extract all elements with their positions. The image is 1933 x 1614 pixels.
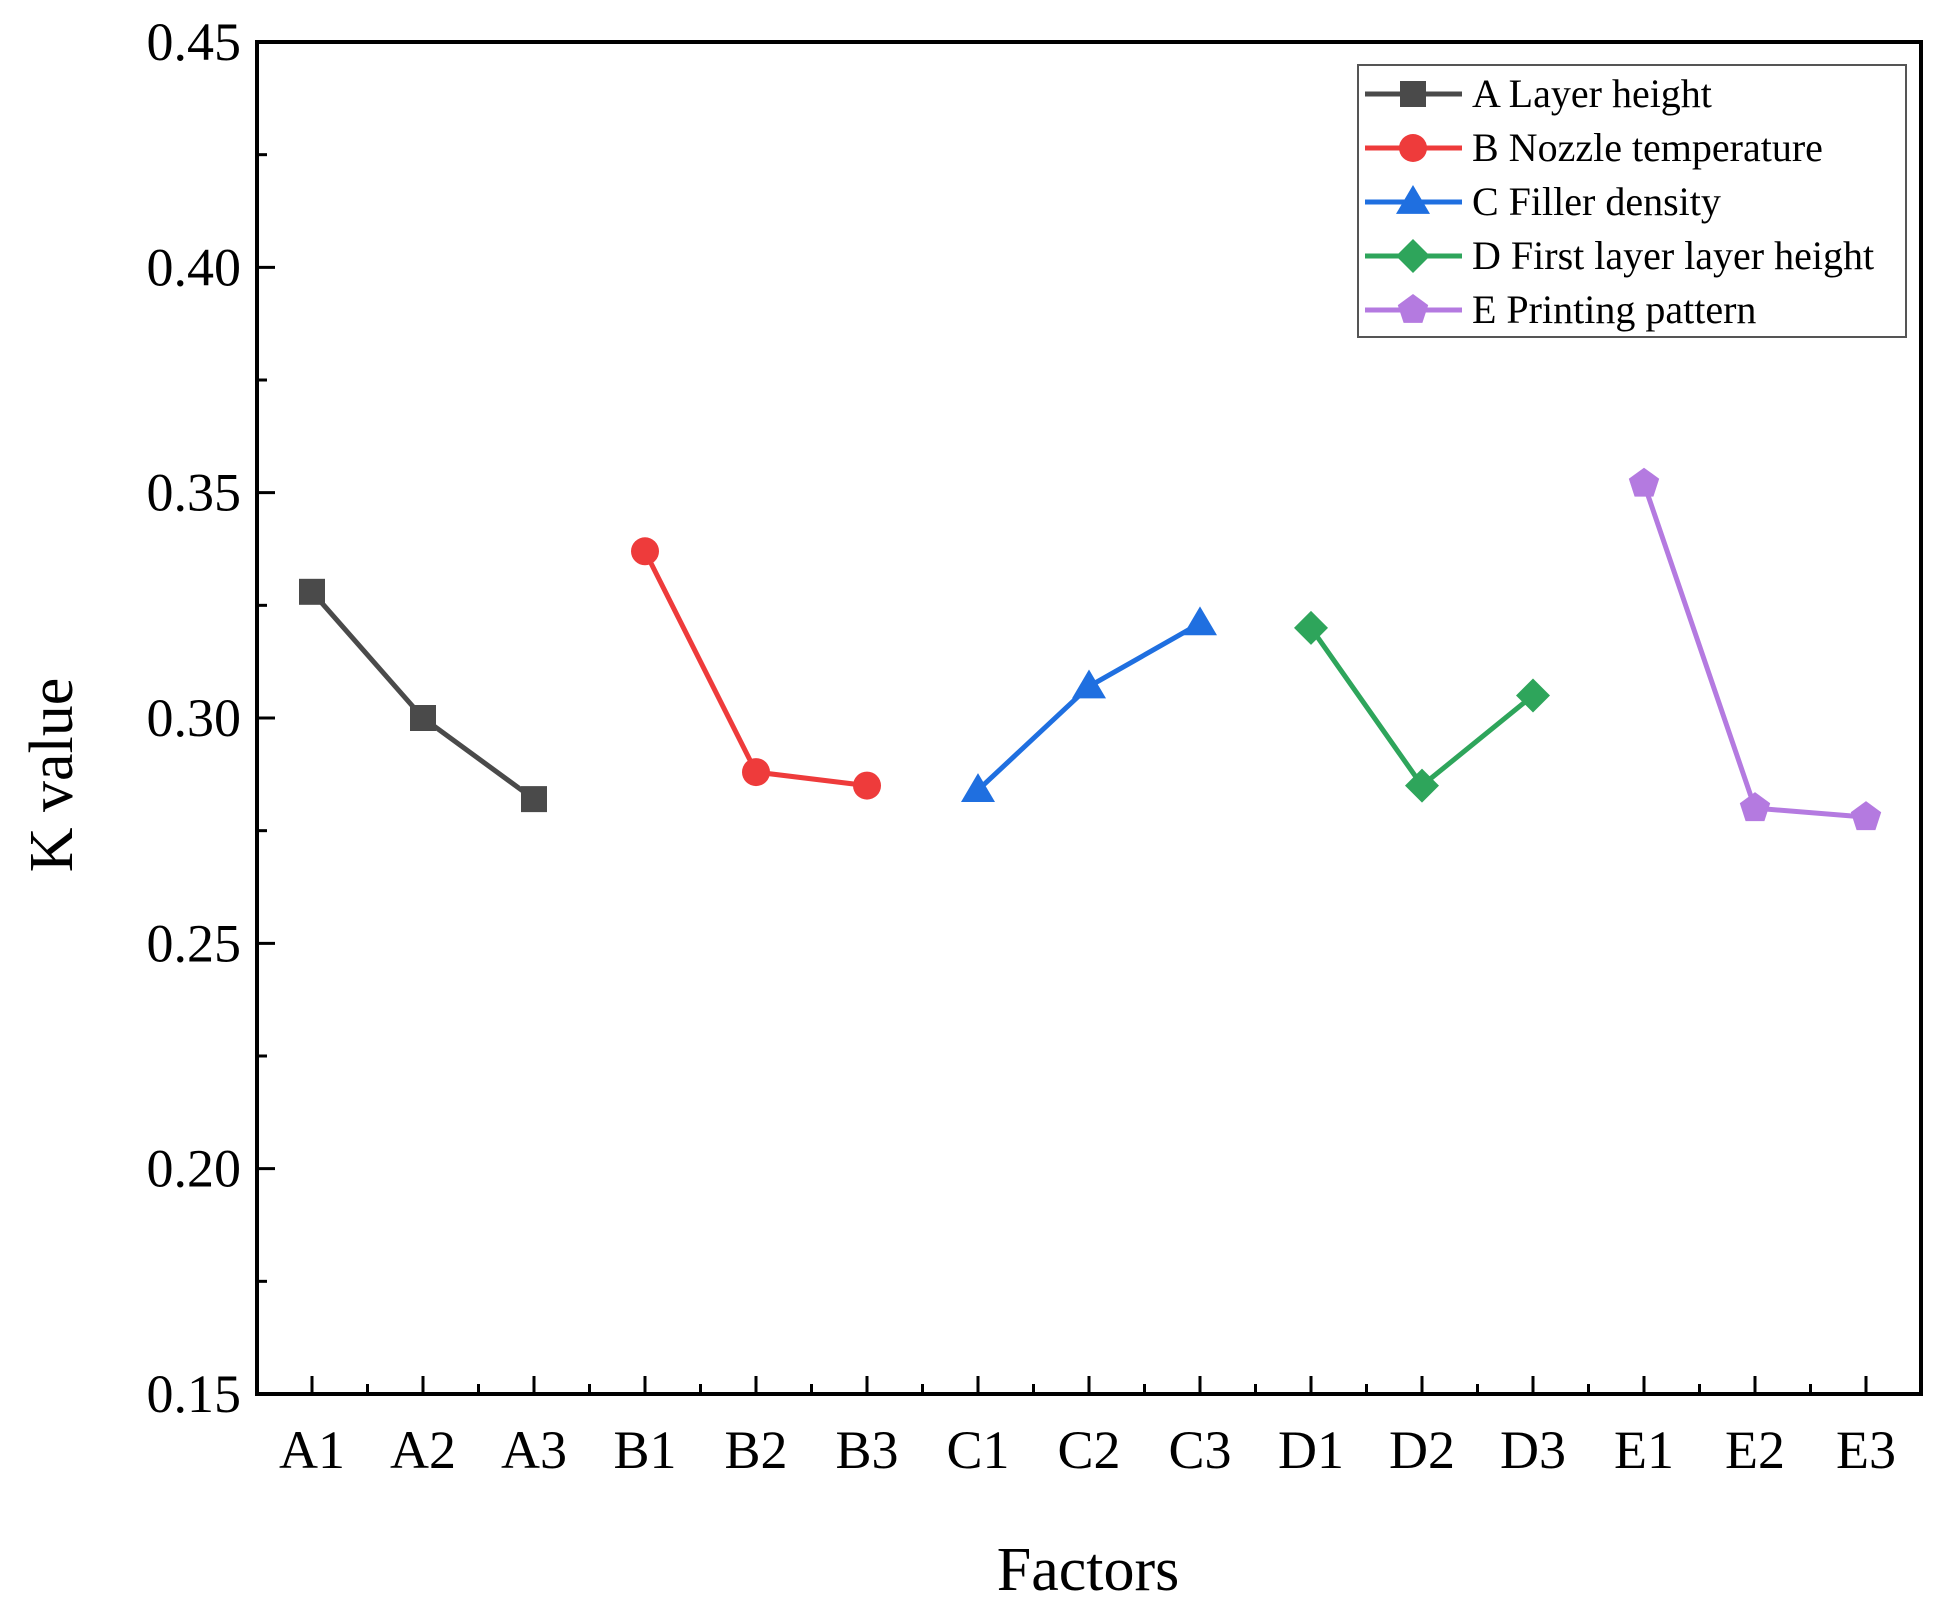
data-point-E1	[1628, 467, 1660, 497]
data-point-E3	[1850, 801, 1882, 831]
x-tick-label: E2	[1725, 1420, 1785, 1480]
x-tick-label: E1	[1614, 1420, 1674, 1480]
x-tick-label: B3	[835, 1420, 898, 1480]
legend-item: C Filler density	[1365, 179, 1721, 224]
data-point-B3	[853, 771, 881, 800]
series-diamond	[1294, 610, 1550, 803]
tick-marks	[257, 40, 1868, 1396]
legend-item: A Layer height	[1365, 71, 1712, 116]
data-point-D3	[1516, 678, 1550, 713]
x-axis-title: Factors	[997, 1536, 1180, 1604]
data-point-C2	[1072, 669, 1106, 699]
legend-marker-circle	[1399, 134, 1427, 162]
legend: A Layer height B Nozzle temperature C Fill…	[1357, 64, 1907, 338]
x-tick-label: A1	[279, 1420, 345, 1480]
series-triangle	[961, 606, 1217, 803]
data-point-D1	[1294, 610, 1328, 645]
legend-label: C Filler density	[1472, 179, 1721, 224]
data-point-B1	[631, 537, 659, 566]
data-point-A2	[410, 705, 436, 731]
legend-box	[1357, 64, 1907, 338]
data-point-A1	[299, 578, 325, 605]
series-group	[299, 467, 1882, 831]
legend-label: A Layer height	[1472, 71, 1712, 116]
legend-marker-square	[1400, 81, 1426, 107]
data-point-D2	[1405, 768, 1439, 803]
x-tick-label: B2	[724, 1420, 787, 1480]
y-tick-label: 0.45	[147, 12, 242, 72]
data-point-A3	[521, 786, 547, 813]
x-tick-label: C1	[946, 1420, 1009, 1480]
x-tick-label: C2	[1057, 1420, 1120, 1480]
data-point-E2	[1739, 792, 1771, 822]
y-tick-label: 0.25	[147, 913, 242, 973]
y-tick-label: 0.30	[147, 688, 242, 748]
data-point-C1	[961, 773, 995, 803]
y-tick-label: 0.40	[147, 237, 242, 297]
legend-marker-diamond	[1396, 239, 1430, 273]
legend-label: E Printing pattern	[1472, 287, 1756, 332]
x-tick-label: D3	[1500, 1420, 1566, 1480]
legend-marker-pentagon	[1397, 294, 1429, 323]
x-tick-label: D1	[1278, 1420, 1344, 1480]
y-tick-label: 0.20	[147, 1139, 242, 1199]
x-tick-label: D2	[1389, 1420, 1455, 1480]
series-pentagon	[1628, 467, 1882, 831]
x-tick-label: A3	[501, 1420, 567, 1480]
x-tick-label: A2	[390, 1420, 456, 1480]
series-square	[299, 578, 547, 813]
legend-item: E Printing pattern	[1365, 287, 1756, 332]
y-axis-title: K value	[18, 678, 86, 873]
data-point-C3	[1183, 606, 1217, 636]
legend-label: D First layer layer height	[1472, 233, 1874, 278]
legend-item: D First layer layer height	[1365, 233, 1874, 278]
data-point-B2	[742, 758, 770, 787]
y-axis-tick-labels: 0.15 0.20 0.25 0.30 0.35 0.40 0.45	[147, 12, 242, 1424]
legend-label: B Nozzle temperature	[1472, 125, 1823, 170]
x-tick-label: C3	[1168, 1420, 1231, 1480]
y-tick-label: 0.15	[147, 1364, 242, 1424]
y-tick-label: 0.35	[147, 463, 242, 523]
series-circle	[631, 537, 881, 800]
x-tick-label: E3	[1836, 1420, 1896, 1480]
x-axis-tick-labels: A1 A2 A3 B1 B2 B3 C1 C2 C3 D1 D2 D3 E1 E2 E3	[279, 1420, 1896, 1480]
plot-area-frame	[255, 40, 1923, 1396]
x-tick-label: B1	[613, 1420, 676, 1480]
legend-item: B Nozzle temperature	[1365, 125, 1823, 170]
legend-marker-triangle	[1396, 185, 1430, 214]
